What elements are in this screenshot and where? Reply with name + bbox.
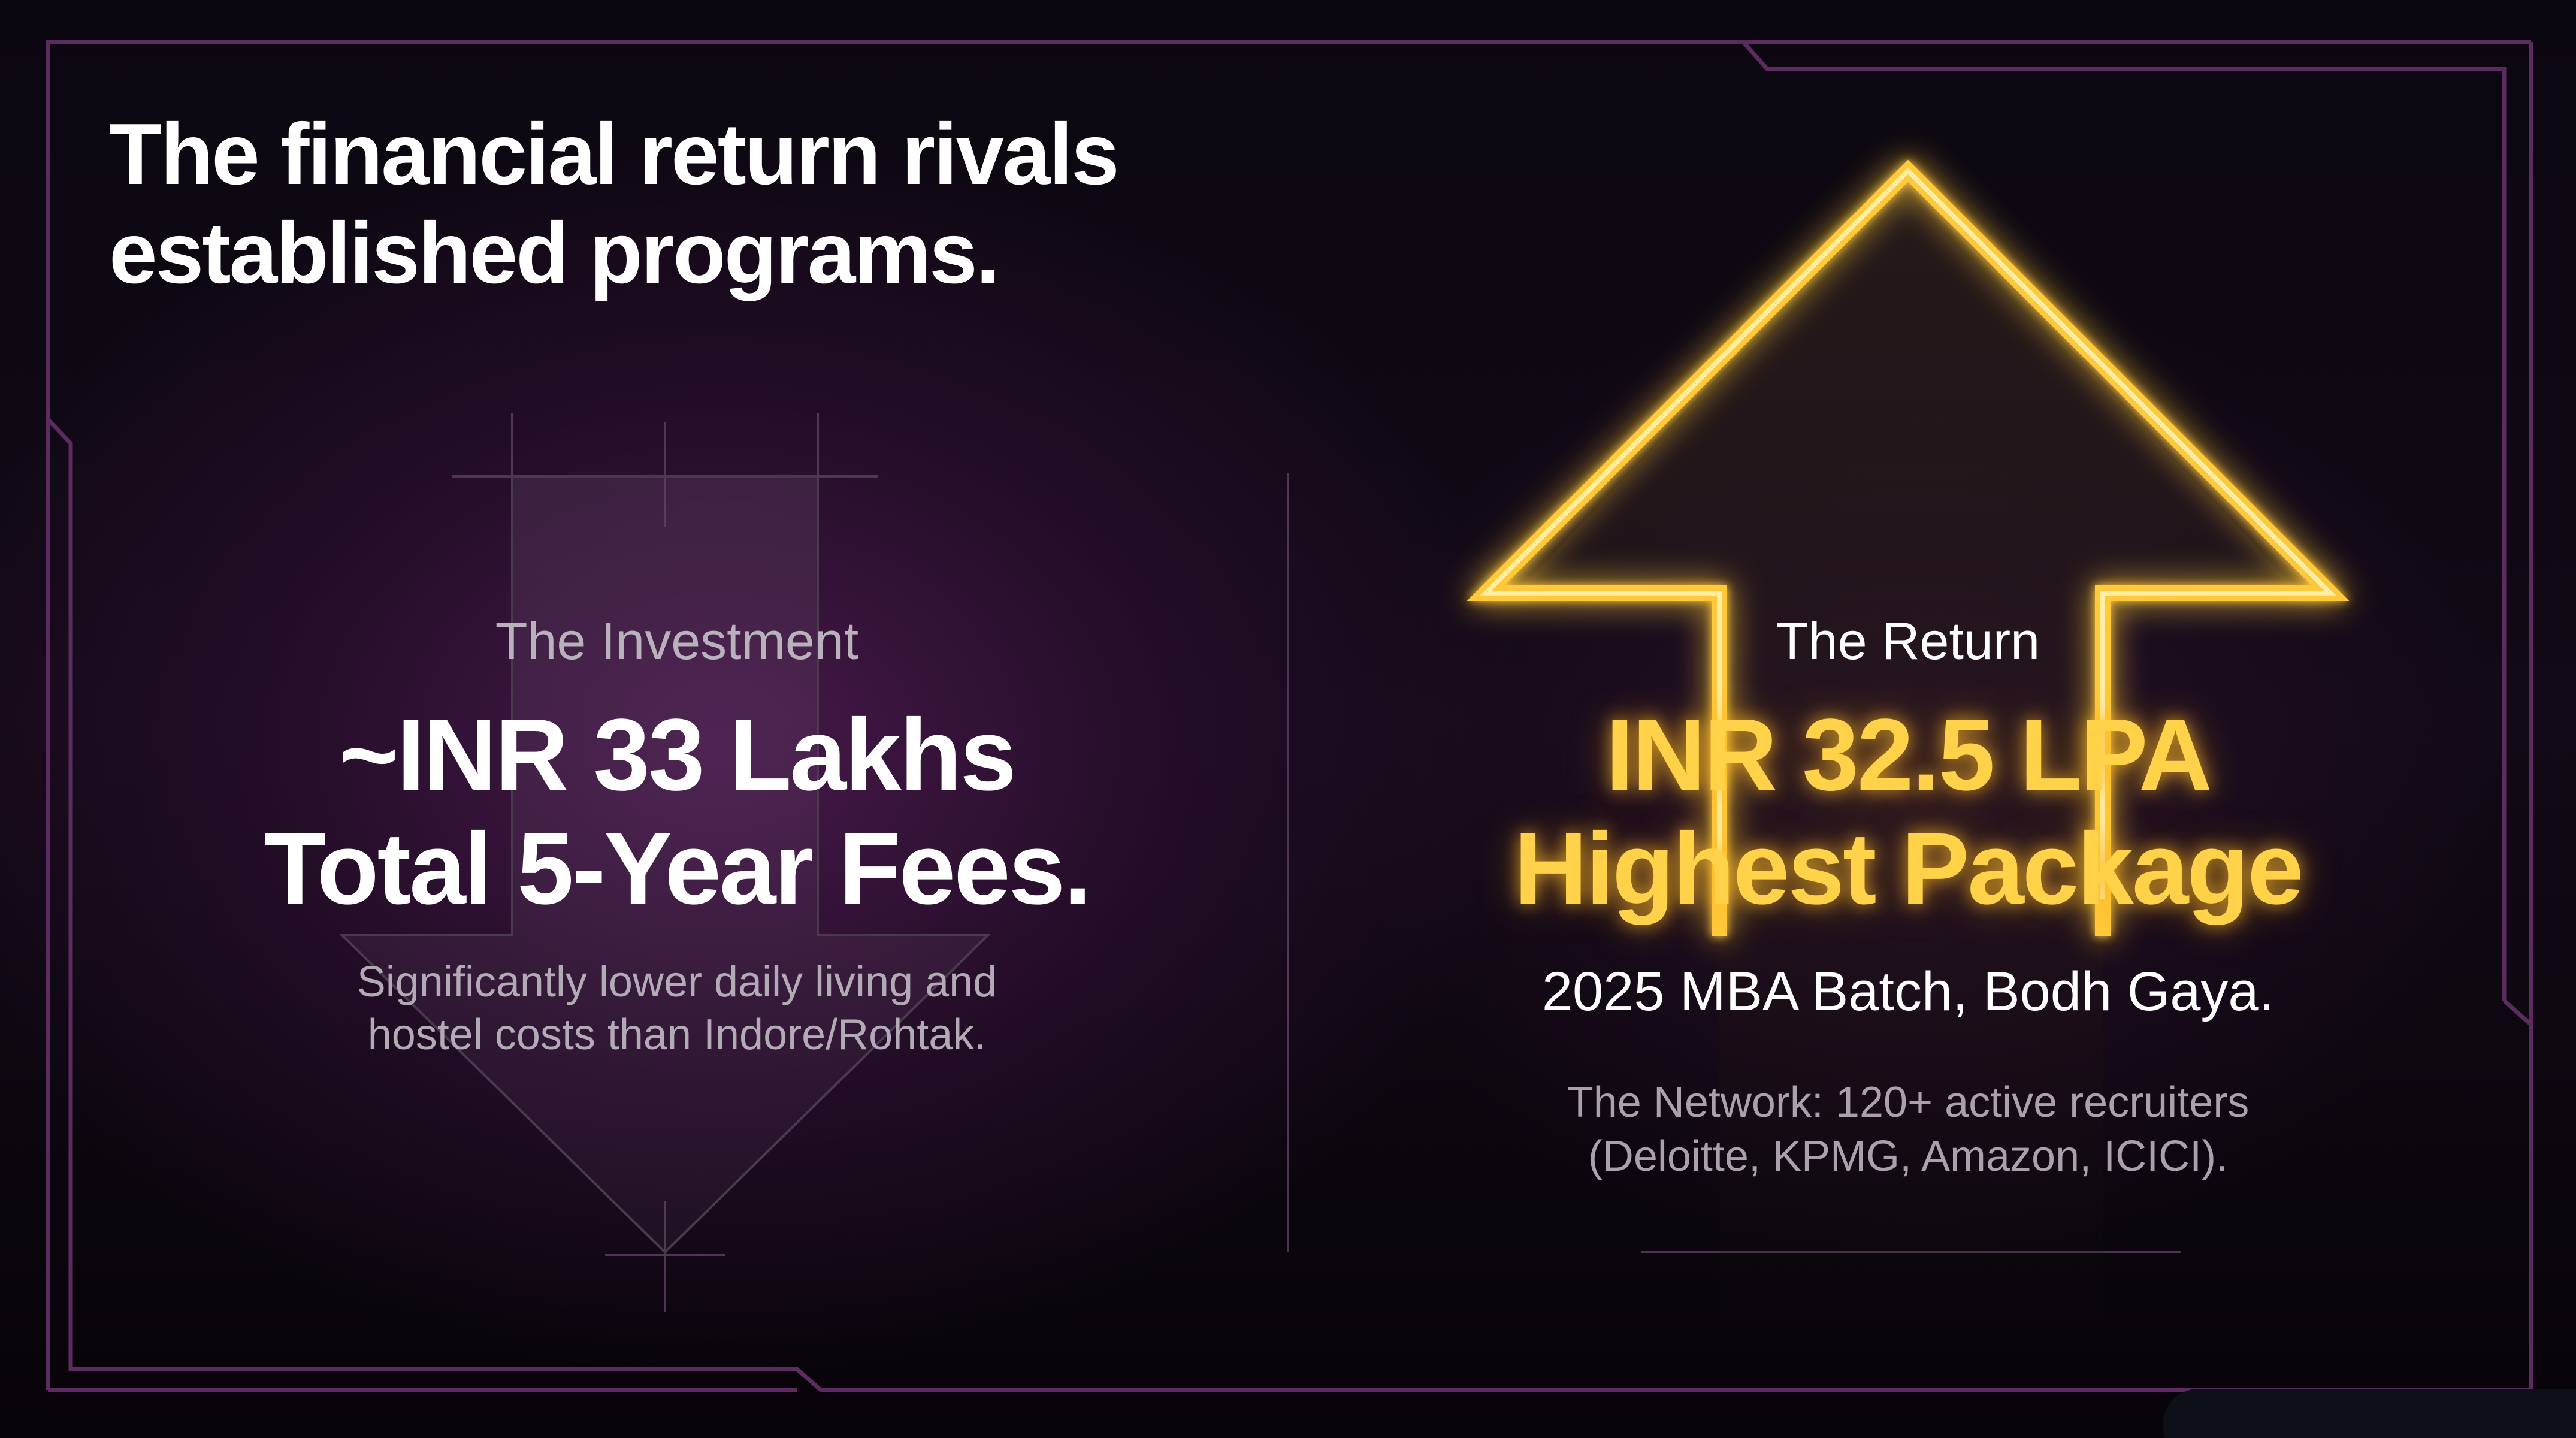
corner-pill xyxy=(2163,1389,2576,1438)
investment-total: Total 5-Year Fees. xyxy=(264,812,1092,926)
investment-label: The Investment xyxy=(495,611,859,670)
investment-note-line-1: Significantly lower daily living and xyxy=(356,958,997,1006)
headline: The financial return rivals established … xyxy=(109,105,1120,303)
down-arrow-icon xyxy=(338,475,991,1254)
investment-amount: ~INR 33 Lakhs xyxy=(339,698,1017,812)
return-network-line-2: (Deloitte, KPMG, Amazon, ICICI). xyxy=(1588,1132,2229,1180)
up-arrow-icon xyxy=(1467,159,2350,1331)
return-network: The Network: 120+ active recruiters (Del… xyxy=(1378,1076,2438,1183)
return-batch: 2025 MBA Batch, Bodh Gaya. xyxy=(1541,961,2275,1022)
return-network-line-1: The Network: 120+ active recruiters xyxy=(1567,1078,2250,1126)
return-label: The Return xyxy=(1776,611,2040,670)
investment-note: Significantly lower daily living and hos… xyxy=(156,956,1198,1061)
headline-line-2: established programs. xyxy=(109,204,1000,301)
investment-note-line-2: hostel costs than Indore/Rohtak. xyxy=(367,1011,987,1059)
headline-line-1: The financial return rivals xyxy=(109,105,1120,203)
return-highest: Highest Package xyxy=(1514,812,2304,926)
frame-lines xyxy=(46,40,2533,1392)
return-package: INR 32.5 LPA xyxy=(1606,698,2212,812)
